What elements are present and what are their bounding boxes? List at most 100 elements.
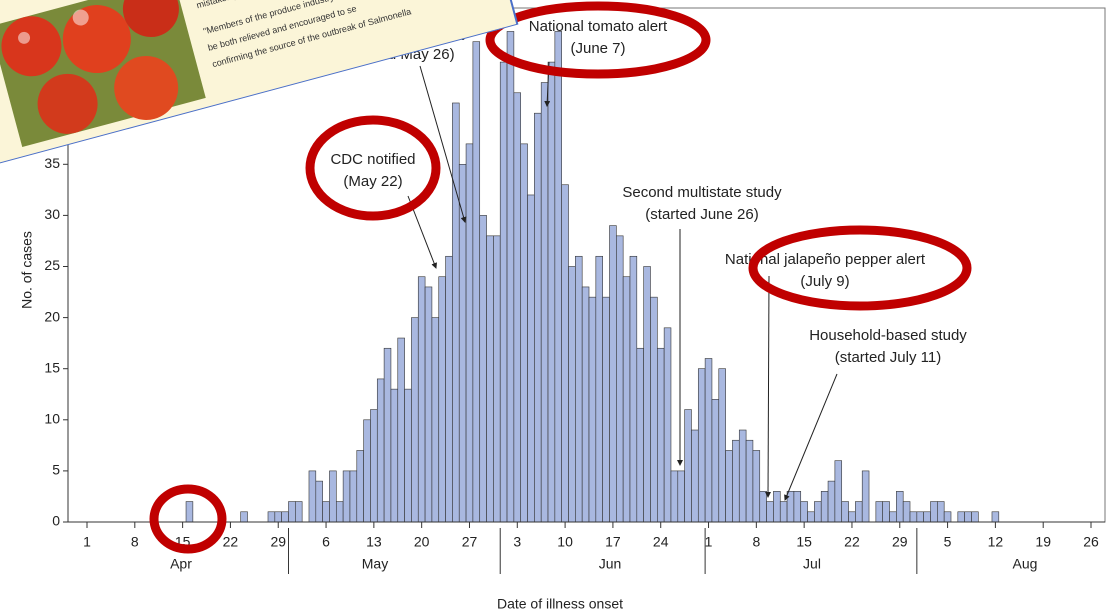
x-tick-label: 3: [513, 534, 521, 550]
bar: [288, 502, 295, 522]
bar: [507, 31, 514, 522]
bar: [548, 62, 555, 522]
bar: [555, 31, 562, 522]
bar: [821, 491, 828, 522]
bar: [569, 267, 576, 523]
y-tick-label: 20: [44, 308, 60, 324]
annotation-arrow: [768, 276, 769, 497]
bar: [883, 502, 890, 522]
annotation-text: (started July 11): [835, 349, 941, 366]
bar: [316, 481, 323, 522]
bar: [241, 512, 248, 522]
bar: [719, 369, 726, 522]
bar: [616, 236, 623, 522]
annotation-text: National tomato alert: [529, 18, 668, 35]
bar: [398, 338, 405, 522]
bar: [664, 328, 671, 522]
x-tick-label: 1: [83, 534, 91, 550]
x-tick-label: 22: [844, 534, 860, 550]
bar: [712, 399, 719, 522]
x-tick-label: 1: [705, 534, 713, 550]
bar: [896, 491, 903, 522]
annotation-text: Household-based study: [809, 327, 967, 344]
bar: [842, 502, 849, 522]
bar: [336, 502, 343, 522]
x-tick-label: 27: [462, 534, 478, 550]
y-axis-title: No. of cases: [19, 231, 35, 309]
bar: [623, 277, 630, 522]
bar: [309, 471, 316, 522]
highlight: [310, 120, 436, 216]
x-tick-label: 13: [366, 534, 382, 550]
x-tick-label: 29: [270, 534, 286, 550]
bar: [432, 318, 439, 522]
x-tick-label: 6: [322, 534, 330, 550]
bar: [944, 512, 951, 522]
bar: [534, 113, 541, 522]
bar: [329, 471, 336, 522]
y-tick-label: 10: [44, 411, 60, 427]
bar: [760, 491, 767, 522]
bar: [500, 62, 507, 522]
bar: [678, 471, 685, 522]
bar: [405, 389, 412, 522]
bar: [603, 297, 610, 522]
bar: [657, 348, 664, 522]
bar: [521, 144, 528, 522]
bar: [391, 389, 398, 522]
highlight: [753, 230, 967, 306]
x-tick-label: 8: [752, 534, 760, 550]
chart: 0510152025303518152229613202731017241815…: [0, 0, 1113, 615]
bar: [685, 410, 692, 522]
month-label: May: [362, 556, 388, 572]
bar: [937, 502, 944, 522]
month-label: Aug: [1013, 556, 1038, 572]
bar: [691, 430, 698, 522]
bar: [814, 502, 821, 522]
bar: [732, 440, 739, 522]
month-label: Jul: [803, 556, 821, 572]
bar: [931, 502, 938, 522]
bar: [418, 277, 425, 522]
bar: [794, 491, 801, 522]
bar: [323, 502, 330, 522]
bar: [876, 502, 883, 522]
y-tick-label: 0: [52, 513, 60, 529]
bar: [917, 512, 924, 522]
y-tick-label: 15: [44, 359, 60, 375]
bar: [514, 93, 521, 522]
bar: [753, 450, 760, 522]
x-tick-label: 5: [944, 534, 952, 550]
bar: [903, 502, 910, 522]
bar: [186, 502, 193, 522]
x-axis-title: Date of illness onset: [497, 596, 623, 612]
bar: [350, 471, 357, 522]
bar: [275, 512, 282, 522]
x-tick-label: 24: [653, 534, 669, 550]
bar: [910, 512, 917, 522]
x-tick-label: 12: [988, 534, 1004, 550]
bar: [268, 512, 275, 522]
x-tick-label: 15: [796, 534, 812, 550]
bar: [480, 215, 487, 522]
bar: [459, 164, 466, 522]
bar: [650, 297, 657, 522]
bar: [855, 502, 862, 522]
bar: [370, 410, 377, 522]
bar: [801, 502, 808, 522]
bar: [439, 277, 446, 522]
annotation-text: (June 7): [570, 40, 625, 57]
y-tick-label: 30: [44, 206, 60, 222]
bar: [609, 226, 616, 522]
bar: [787, 491, 794, 522]
bar: [493, 236, 500, 522]
bar: [828, 481, 835, 522]
bar: [446, 256, 453, 522]
bar: [541, 83, 548, 522]
bar: [808, 512, 815, 522]
bar: [384, 348, 391, 522]
annotation-text: (May 22): [343, 173, 402, 190]
bar: [562, 185, 569, 522]
bar: [698, 369, 705, 522]
bar: [965, 512, 972, 522]
